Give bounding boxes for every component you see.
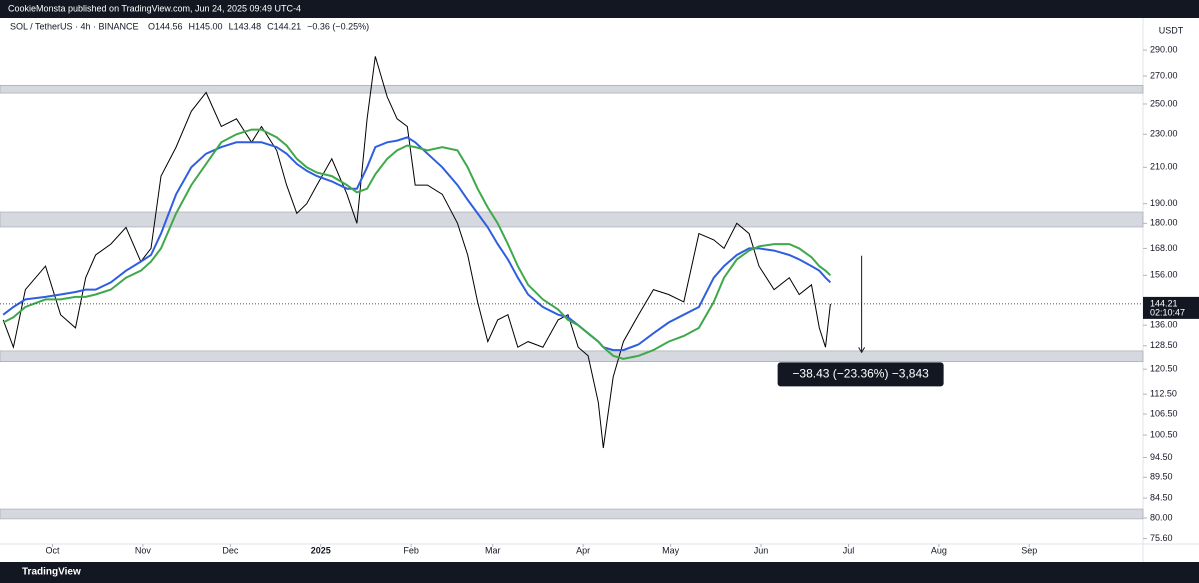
ohlc-value: C144.21: [267, 21, 301, 31]
y-tick-label: 250.00: [1150, 98, 1178, 108]
ohlc-value: H145.00: [189, 21, 223, 31]
x-tick-label: Sep: [1021, 545, 1037, 555]
y-tick-label: 89.50: [1150, 472, 1173, 482]
price-line: [2, 56, 831, 449]
y-tick-label: 75.60: [1150, 533, 1173, 543]
y-tick-label: 168.00: [1150, 243, 1178, 253]
measure-box: [777, 362, 944, 387]
y-tick-label: 120.50: [1150, 364, 1178, 374]
y-tick-label: 290.00: [1150, 44, 1178, 54]
x-tick-label: Mar: [485, 545, 501, 555]
x-tick-label: Feb: [403, 545, 419, 555]
x-tick-label: Oct: [45, 545, 60, 555]
x-tick-label: Jul: [843, 545, 855, 555]
countdown: 02:10:47: [1150, 307, 1185, 317]
bottom-bar: [0, 562, 1199, 583]
x-tick-label: Dec: [222, 545, 239, 555]
x-tick-label: May: [662, 545, 680, 555]
publish-info: CookieMonsta published on TradingView.co…: [8, 3, 301, 13]
ohlc-value: O144.56: [148, 21, 183, 31]
zone: [0, 211, 1144, 228]
y-tick-label: 112.50: [1150, 388, 1177, 398]
moving-average: [2, 136, 832, 352]
y-tick-label: 136.00: [1150, 320, 1178, 330]
y-tick-label: 80.00: [1150, 512, 1173, 522]
x-tick-label: Apr: [576, 545, 590, 555]
y-tick-label: 128.50: [1150, 340, 1178, 350]
y-tick-label: 190.00: [1150, 198, 1178, 208]
brand: TradingView: [22, 567, 81, 578]
y-tick-label: 210.00: [1150, 162, 1178, 172]
zone: [0, 508, 1144, 520]
plot-bg: [0, 18, 1199, 562]
y-tick-label: 230.00: [1150, 129, 1178, 139]
x-tick-label: Jun: [754, 545, 769, 555]
moving-average: [2, 128, 832, 360]
x-tick-label: Nov: [135, 545, 152, 555]
y-tick-label: 106.50: [1150, 408, 1178, 418]
y-tick-label: 94.50: [1150, 452, 1173, 462]
currency: USDT: [1159, 25, 1184, 35]
arrow-head: [858, 347, 866, 354]
y-tick-label: 100.50: [1150, 429, 1178, 439]
y-tick-label: 180.00: [1150, 218, 1178, 228]
symbol: SOL / TetherUS · 4h · BINANCE: [10, 21, 139, 31]
y-tick-label: 84.50: [1150, 492, 1173, 502]
last-price-label: 144.21: [1150, 298, 1178, 308]
x-tick-label: 2025: [311, 545, 331, 555]
y-tick-label: 156.00: [1150, 270, 1178, 280]
ohlc-value: L143.48: [229, 21, 262, 31]
zone: [0, 350, 1144, 362]
ohlc-value: −0.36 (−0.25%): [307, 21, 369, 31]
top-bar: [0, 0, 1199, 18]
x-tick-label: Aug: [931, 545, 947, 555]
last-price-box: [1143, 296, 1199, 319]
zone: [0, 84, 1144, 94]
measure-label: −38.43 (−23.36%) −3,843: [792, 367, 929, 381]
y-tick-label: 270.00: [1150, 70, 1178, 80]
